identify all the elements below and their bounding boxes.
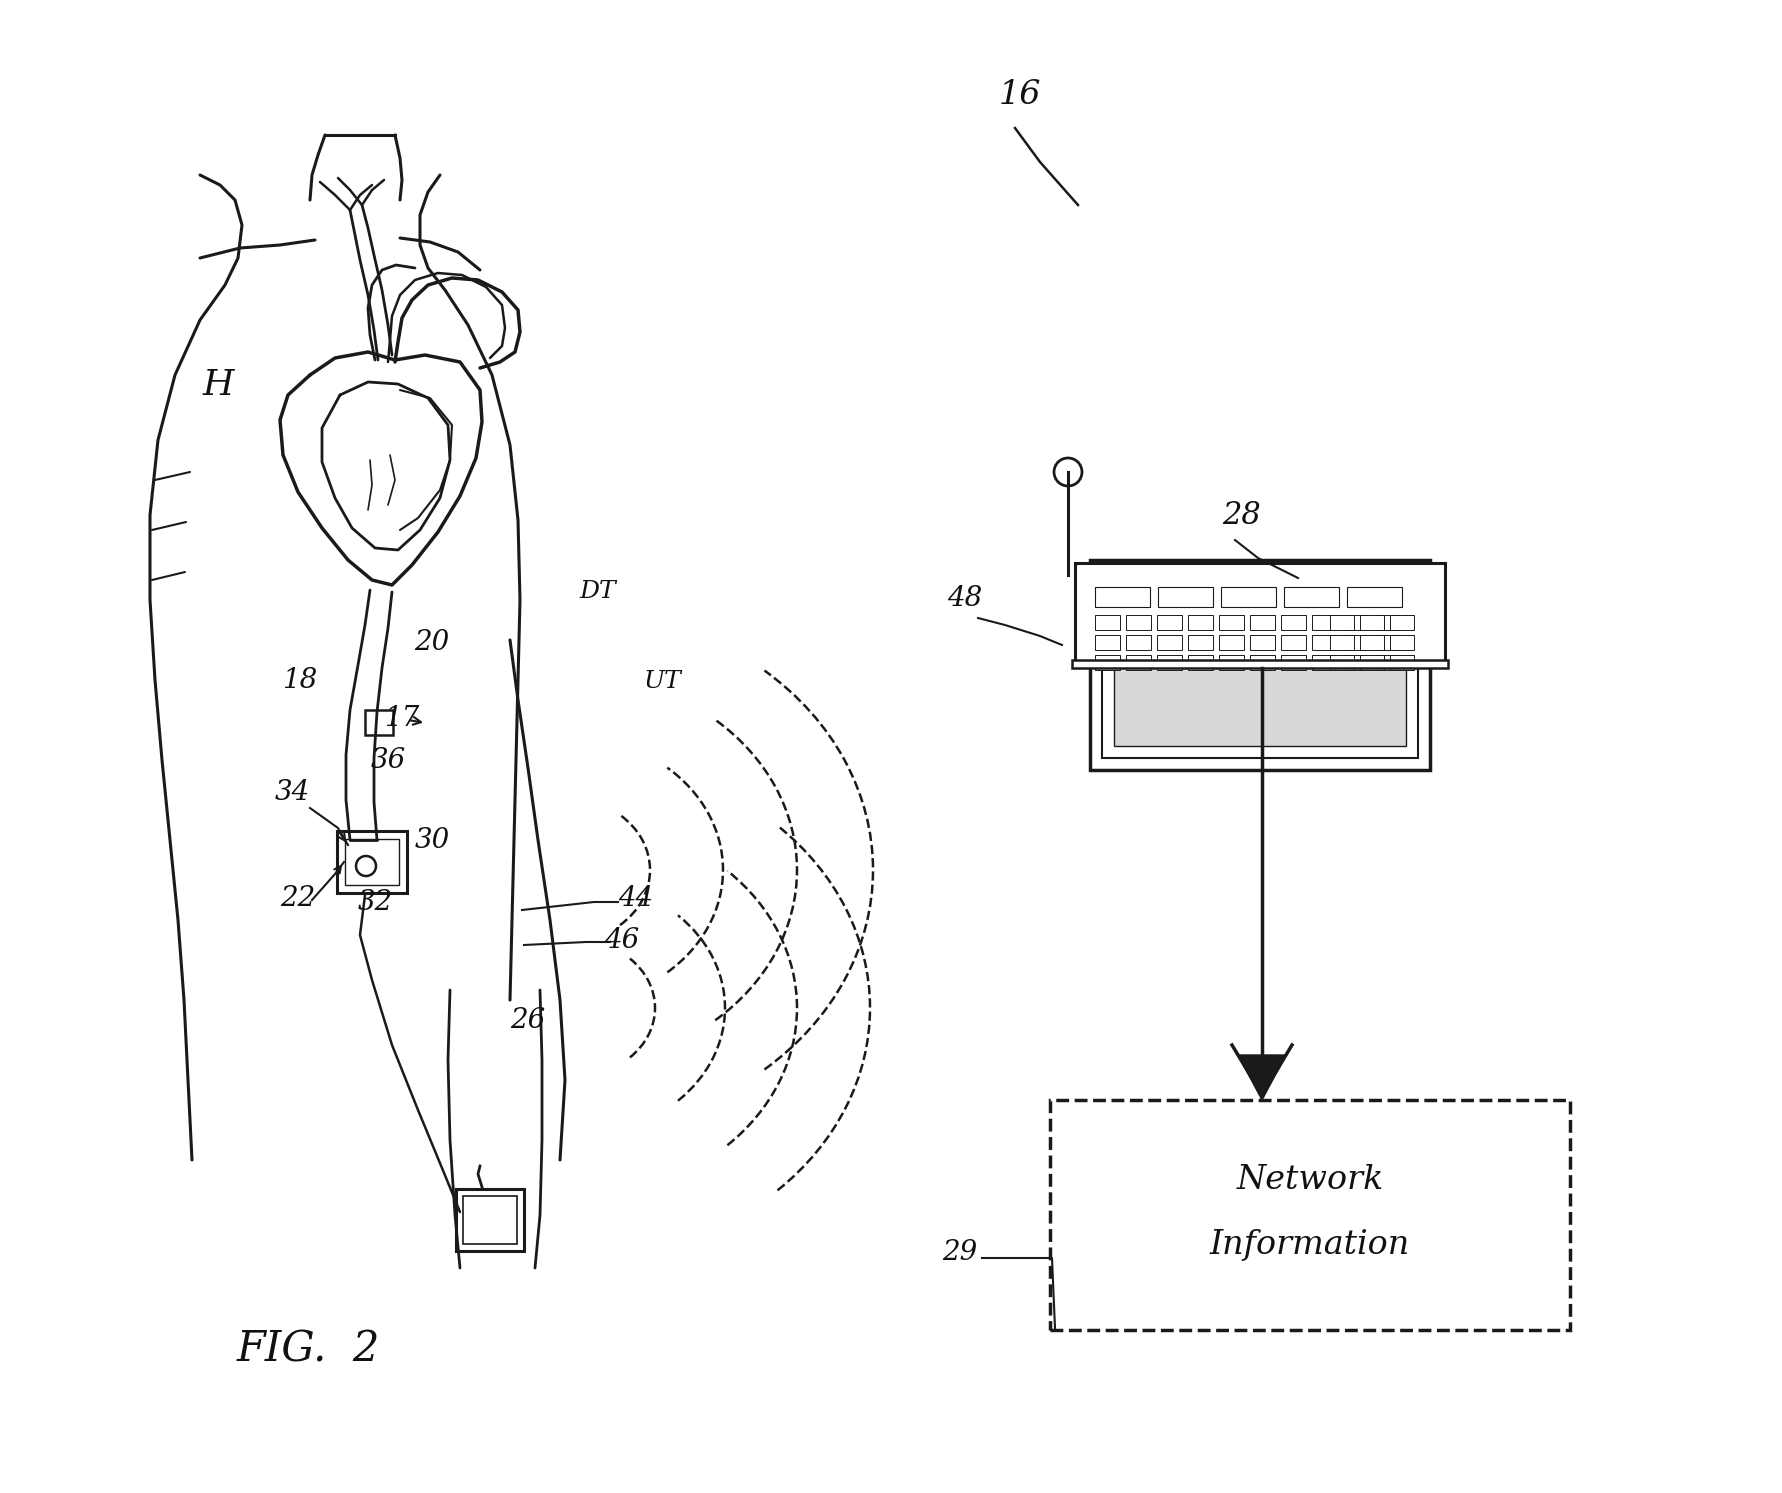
Text: 34: 34	[274, 779, 310, 806]
Bar	[1249, 615, 1274, 630]
Bar	[1126, 635, 1151, 649]
Bar	[1094, 587, 1149, 608]
Bar	[1390, 655, 1413, 670]
Text: 32: 32	[358, 888, 392, 915]
Text: 44: 44	[618, 884, 654, 912]
Bar	[1189, 615, 1214, 630]
Text: 17: 17	[385, 705, 419, 732]
Text: 16: 16	[998, 79, 1041, 110]
Bar	[1075, 563, 1445, 664]
Circle shape	[356, 855, 376, 876]
Text: H: H	[201, 367, 233, 402]
Bar	[1091, 560, 1429, 770]
Bar	[1157, 635, 1181, 649]
Bar	[1219, 655, 1244, 670]
Text: 36: 36	[371, 746, 406, 773]
Text: 29: 29	[943, 1239, 978, 1266]
Bar	[1312, 615, 1336, 630]
Bar	[1050, 1100, 1570, 1330]
Text: DT: DT	[579, 581, 617, 603]
Bar	[1281, 635, 1306, 649]
Text: 18: 18	[282, 666, 317, 694]
Bar	[1390, 615, 1413, 630]
Bar	[1249, 635, 1274, 649]
Bar	[1094, 615, 1121, 630]
Bar	[456, 1188, 524, 1251]
Text: FIG.  2: FIG. 2	[237, 1329, 380, 1371]
Bar	[1329, 635, 1354, 649]
Text: 48: 48	[948, 584, 982, 612]
Bar	[1219, 635, 1244, 649]
Bar	[1344, 635, 1369, 649]
Circle shape	[1053, 458, 1082, 487]
Bar	[1281, 655, 1306, 670]
Bar	[1157, 655, 1181, 670]
Bar	[1114, 584, 1406, 746]
Bar	[1101, 572, 1418, 758]
Bar	[1360, 655, 1385, 670]
Text: 20: 20	[415, 629, 449, 655]
Bar	[1094, 635, 1121, 649]
Bar	[1073, 660, 1449, 667]
Bar	[1221, 587, 1276, 608]
Bar	[365, 711, 394, 735]
Bar	[1126, 615, 1151, 630]
Polygon shape	[1238, 1056, 1287, 1100]
Bar	[1374, 655, 1399, 670]
Text: Network: Network	[1237, 1165, 1383, 1196]
Bar	[1360, 615, 1385, 630]
Text: UT: UT	[643, 670, 683, 694]
Bar	[1312, 635, 1336, 649]
Bar	[1189, 655, 1214, 670]
Bar	[1360, 635, 1385, 649]
Text: 26: 26	[510, 1006, 545, 1033]
Bar	[1344, 655, 1369, 670]
Text: Information: Information	[1210, 1229, 1410, 1262]
Bar	[1126, 655, 1151, 670]
Bar	[346, 839, 399, 885]
Bar	[337, 832, 406, 893]
Text: 22: 22	[280, 884, 315, 912]
Bar	[1312, 655, 1336, 670]
Bar	[1189, 635, 1214, 649]
Text: 46: 46	[604, 927, 640, 954]
Bar	[1285, 587, 1338, 608]
Bar	[1390, 635, 1413, 649]
Text: 28: 28	[1222, 500, 1262, 530]
Bar	[1158, 587, 1214, 608]
Bar	[1347, 587, 1402, 608]
Bar	[1374, 635, 1399, 649]
Bar	[1329, 655, 1354, 670]
Text: 30: 30	[415, 827, 449, 854]
Bar	[1219, 615, 1244, 630]
Bar	[1374, 615, 1399, 630]
Bar	[1281, 615, 1306, 630]
Bar	[1344, 615, 1369, 630]
Bar	[1249, 655, 1274, 670]
Bar	[1157, 615, 1181, 630]
Bar	[1094, 655, 1121, 670]
Bar	[463, 1196, 517, 1244]
Bar	[1329, 615, 1354, 630]
